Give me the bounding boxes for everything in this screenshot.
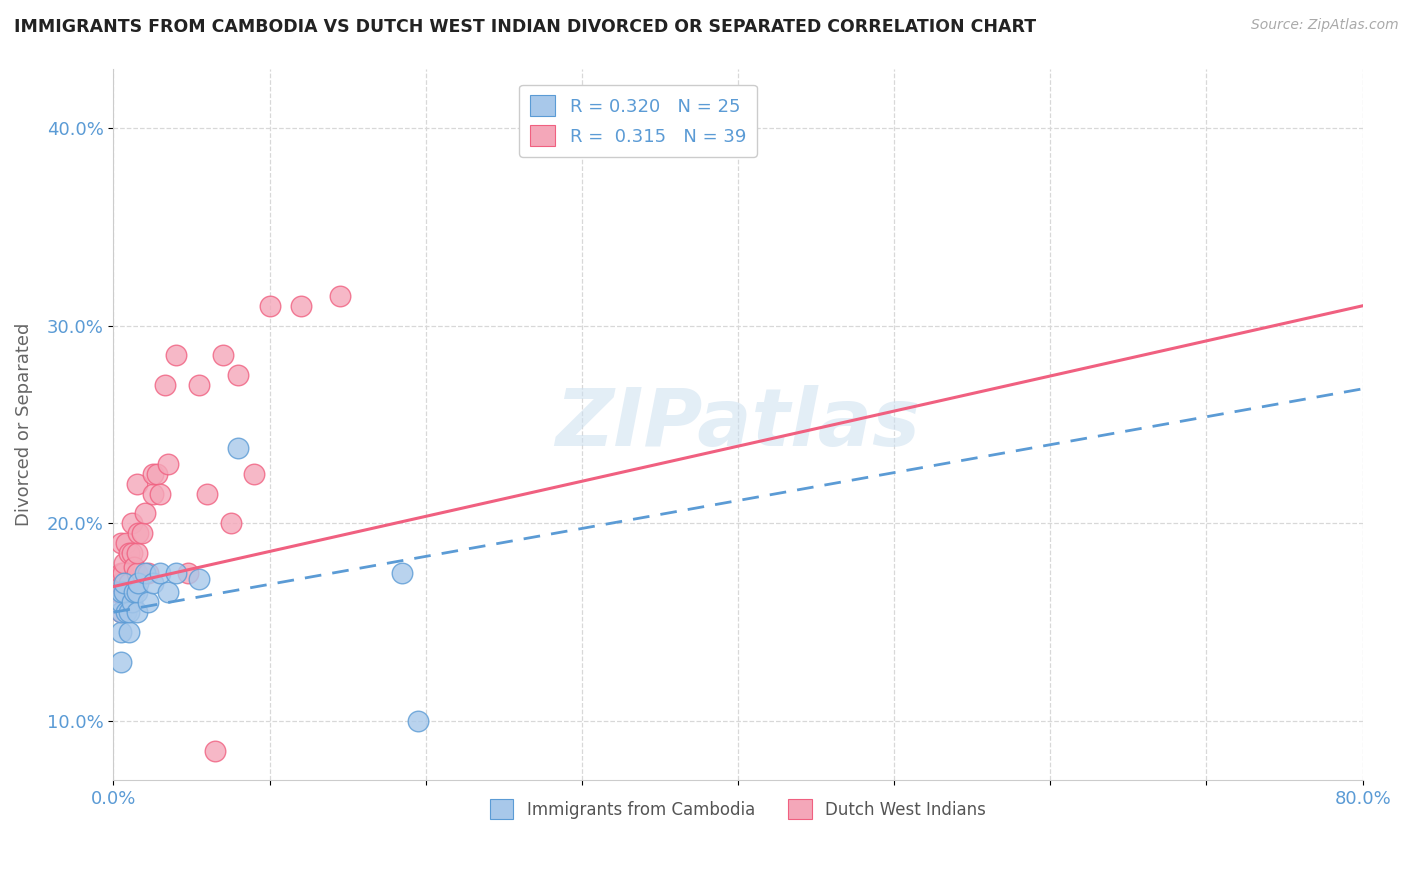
Point — [329, 289, 352, 303]
Point — [125, 476, 148, 491]
Point — [259, 299, 281, 313]
Point — [188, 572, 211, 586]
Point — [110, 536, 132, 550]
Point — [195, 486, 218, 500]
Point — [146, 467, 169, 481]
Y-axis label: Divorced or Separated: Divorced or Separated — [15, 323, 32, 526]
Point — [134, 566, 156, 580]
Point — [121, 595, 143, 609]
Point — [125, 546, 148, 560]
Point — [125, 566, 148, 580]
Point — [108, 575, 131, 590]
Legend: Immigrants from Cambodia, Dutch West Indians: Immigrants from Cambodia, Dutch West Ind… — [484, 793, 993, 825]
Point — [141, 486, 163, 500]
Point — [110, 566, 132, 580]
Point — [149, 566, 172, 580]
Point — [391, 566, 413, 580]
Point — [127, 575, 149, 590]
Point — [141, 575, 163, 590]
Point — [136, 595, 159, 609]
Point — [141, 467, 163, 481]
Point — [110, 595, 132, 609]
Point — [165, 348, 187, 362]
Point — [125, 605, 148, 619]
Point — [204, 744, 226, 758]
Point — [110, 605, 132, 619]
Point — [157, 457, 180, 471]
Point — [136, 566, 159, 580]
Point — [157, 585, 180, 599]
Point — [112, 585, 135, 599]
Point — [125, 585, 148, 599]
Point — [122, 585, 145, 599]
Point — [122, 559, 145, 574]
Point — [110, 605, 132, 619]
Point — [115, 536, 138, 550]
Point — [110, 585, 132, 599]
Point — [131, 526, 153, 541]
Text: ZIPatlas: ZIPatlas — [555, 385, 921, 464]
Point — [228, 441, 250, 455]
Text: Source: ZipAtlas.com: Source: ZipAtlas.com — [1251, 18, 1399, 32]
Point — [228, 368, 250, 382]
Point — [118, 625, 141, 640]
Text: IMMIGRANTS FROM CAMBODIA VS DUTCH WEST INDIAN DIVORCED OR SEPARATED CORRELATION : IMMIGRANTS FROM CAMBODIA VS DUTCH WEST I… — [14, 18, 1036, 36]
Point — [111, 566, 134, 580]
Point — [112, 556, 135, 570]
Point — [110, 655, 132, 669]
Point — [243, 467, 266, 481]
Point — [219, 516, 242, 531]
Point — [211, 348, 233, 362]
Point — [118, 605, 141, 619]
Point — [115, 585, 138, 599]
Point — [112, 575, 135, 590]
Point — [406, 714, 429, 728]
Point — [115, 605, 138, 619]
Point — [121, 546, 143, 560]
Point — [134, 507, 156, 521]
Point — [290, 299, 312, 313]
Point — [177, 566, 200, 580]
Point — [118, 575, 141, 590]
Point — [188, 377, 211, 392]
Point — [165, 566, 187, 580]
Point — [121, 516, 143, 531]
Point — [127, 526, 149, 541]
Point — [110, 625, 132, 640]
Point — [107, 585, 129, 599]
Point — [153, 377, 176, 392]
Point — [118, 546, 141, 560]
Point — [149, 486, 172, 500]
